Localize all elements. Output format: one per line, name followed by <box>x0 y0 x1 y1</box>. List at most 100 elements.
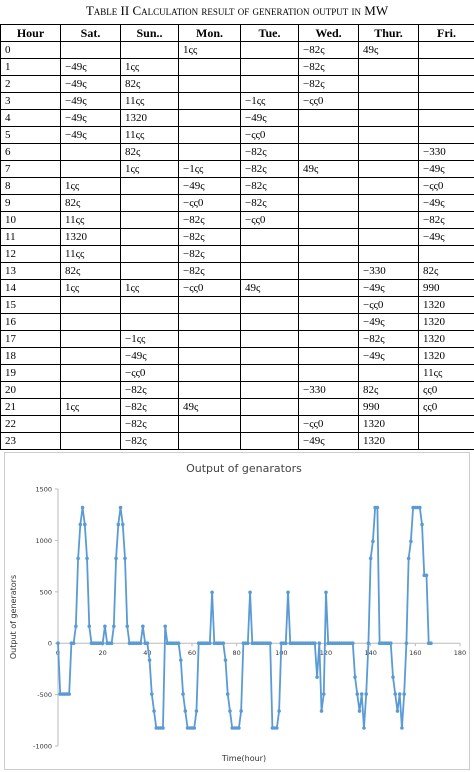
x-axis-label: Time(hour) <box>221 754 266 763</box>
data-point <box>67 692 71 696</box>
table-cell <box>298 296 359 314</box>
header-cell: Hour <box>0 24 61 42</box>
data-point <box>103 624 107 629</box>
table-cell: 1320 <box>418 330 474 348</box>
data-point <box>400 726 404 730</box>
table-cell: 7 <box>0 160 61 178</box>
table-cell <box>60 160 121 178</box>
table-cell: −82ς <box>240 194 299 212</box>
y-tick-label: 1500 <box>35 486 52 494</box>
table-cell <box>240 75 299 93</box>
table-cell: −82ς <box>358 330 419 348</box>
table-cell: −82ς <box>418 211 474 229</box>
y-axis-label: Output of generators <box>9 575 18 659</box>
table-cell <box>240 228 299 246</box>
data-point <box>406 556 411 561</box>
table-cell: −49ς <box>60 92 121 110</box>
table-cell <box>178 75 241 93</box>
table-cell <box>358 109 419 127</box>
x-tick-label: 180 <box>454 649 466 657</box>
table-cell <box>240 381 299 399</box>
table-cell <box>178 330 241 348</box>
table-cell: 1 <box>0 58 61 76</box>
data-point <box>319 709 324 713</box>
table-row: 8 1ςς −49ς −82ς −ςς0 <box>0 177 474 195</box>
table-cell <box>120 313 179 331</box>
table-cell <box>60 330 121 348</box>
table-cell: 5 <box>0 126 61 144</box>
table-cell: −330 <box>358 262 419 280</box>
data-point <box>409 539 413 544</box>
data-point <box>284 641 288 645</box>
data-point <box>353 675 357 679</box>
table-cell: −49ς <box>358 313 419 331</box>
table-cell <box>240 398 299 416</box>
data-point <box>123 556 127 561</box>
table-cell: 18 <box>0 347 61 365</box>
data-point <box>429 641 433 645</box>
data-point <box>355 692 360 696</box>
data-point <box>393 692 398 696</box>
table-cell: −49ς <box>298 432 359 450</box>
table-cell <box>240 245 299 263</box>
data-point <box>163 624 167 629</box>
data-point <box>100 641 105 645</box>
header-cell: Wed. <box>298 24 359 42</box>
table-cell: 16 <box>0 313 61 331</box>
table-cell <box>178 364 241 382</box>
table-cell: −330 <box>418 143 474 161</box>
data-point <box>404 641 409 645</box>
table-cell <box>120 228 179 246</box>
data-point <box>397 692 402 696</box>
table-cell <box>358 75 419 93</box>
table-cell: 13 <box>0 262 61 280</box>
data-point <box>402 692 406 696</box>
table-row: 15 −ςς0 1320 <box>0 296 474 314</box>
table-cell <box>418 415 474 433</box>
data-point <box>183 709 188 713</box>
table-cell <box>240 364 299 382</box>
table-cell: 4 <box>0 109 61 127</box>
x-tick-label: 140 <box>364 649 376 657</box>
x-tick-label: 60 <box>188 649 196 657</box>
table-cell <box>298 143 359 161</box>
table-cell <box>298 313 359 331</box>
table-cell <box>298 177 359 195</box>
table-cell <box>418 245 474 263</box>
table-cell: −82ς <box>120 398 179 416</box>
table-cell: 1ςς <box>120 279 179 297</box>
table-cell: −1ςς <box>120 330 179 348</box>
table-cell: −49ς <box>418 194 474 212</box>
data-point <box>161 726 165 730</box>
data-point <box>366 641 371 645</box>
table-cell: −49ς <box>358 279 419 297</box>
table-cell <box>178 109 241 127</box>
table-cell: 14 <box>0 279 61 297</box>
table-cell: −ςς0 <box>178 279 241 297</box>
header-cell: Sun.. <box>120 24 179 42</box>
table-cell: 11ςς <box>60 245 121 263</box>
table-cell: 21 <box>0 398 61 416</box>
table-cell <box>358 211 419 229</box>
table-cell: 49ς <box>240 279 299 297</box>
table-cell: 49ς <box>358 41 419 59</box>
y-tick-label: 500 <box>40 588 52 596</box>
data-point <box>228 709 232 713</box>
table-cell <box>60 381 121 399</box>
table-cell: −82ς <box>178 228 241 246</box>
table-cell <box>240 432 299 450</box>
table-row: 1 −49ς 1ςς −82ς <box>0 58 474 76</box>
x-tick-label: 20 <box>99 649 107 657</box>
table-row: 9 82ς −ςς0 −82ς −49ς <box>0 194 474 212</box>
table-cell: 82ς <box>358 381 419 399</box>
table-cell: −82ς <box>298 75 359 93</box>
table-cell <box>298 109 359 127</box>
table-cell <box>178 313 241 331</box>
table-cell: 49ς <box>298 160 359 178</box>
table-cell: 82ς <box>120 75 179 93</box>
table-cell: −49ς <box>60 126 121 144</box>
y-tick-label: -1000 <box>33 743 52 751</box>
data-point <box>351 641 355 645</box>
data-point <box>192 726 197 730</box>
